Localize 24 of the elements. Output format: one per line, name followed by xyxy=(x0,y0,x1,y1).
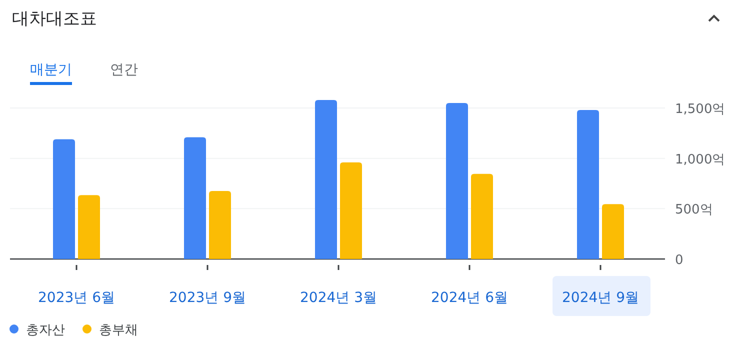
bar xyxy=(209,191,231,259)
bar xyxy=(78,195,100,259)
x-tick-label: 2024년 6월 xyxy=(431,290,508,306)
y-tick-label: 1,000억 xyxy=(675,152,726,168)
text: 매분기 xyxy=(30,62,72,78)
x-tick-label: 2024년 9월 xyxy=(562,290,639,306)
x-tick-label: 2023년 6월 xyxy=(38,290,115,306)
bar xyxy=(315,100,337,259)
bar xyxy=(602,204,624,259)
bar xyxy=(184,137,206,259)
legend-label: 총부채 xyxy=(99,323,138,338)
x-tick-label: 2024년 3월 xyxy=(300,290,377,306)
text: 연간 xyxy=(110,62,138,78)
bar xyxy=(53,139,75,259)
bar xyxy=(471,174,493,259)
y-tick-label: 1,500억 xyxy=(675,102,726,117)
legend-label: 총자산 xyxy=(26,323,65,338)
bar xyxy=(577,110,599,259)
y-tick-label: 500억 xyxy=(675,202,713,218)
bar xyxy=(446,102,468,259)
y-tick-label: 0 xyxy=(675,253,684,268)
chart-title: 대차대조표 xyxy=(12,9,97,29)
x-tick-label: 2023년 9월 xyxy=(169,290,246,306)
bar xyxy=(340,162,362,259)
